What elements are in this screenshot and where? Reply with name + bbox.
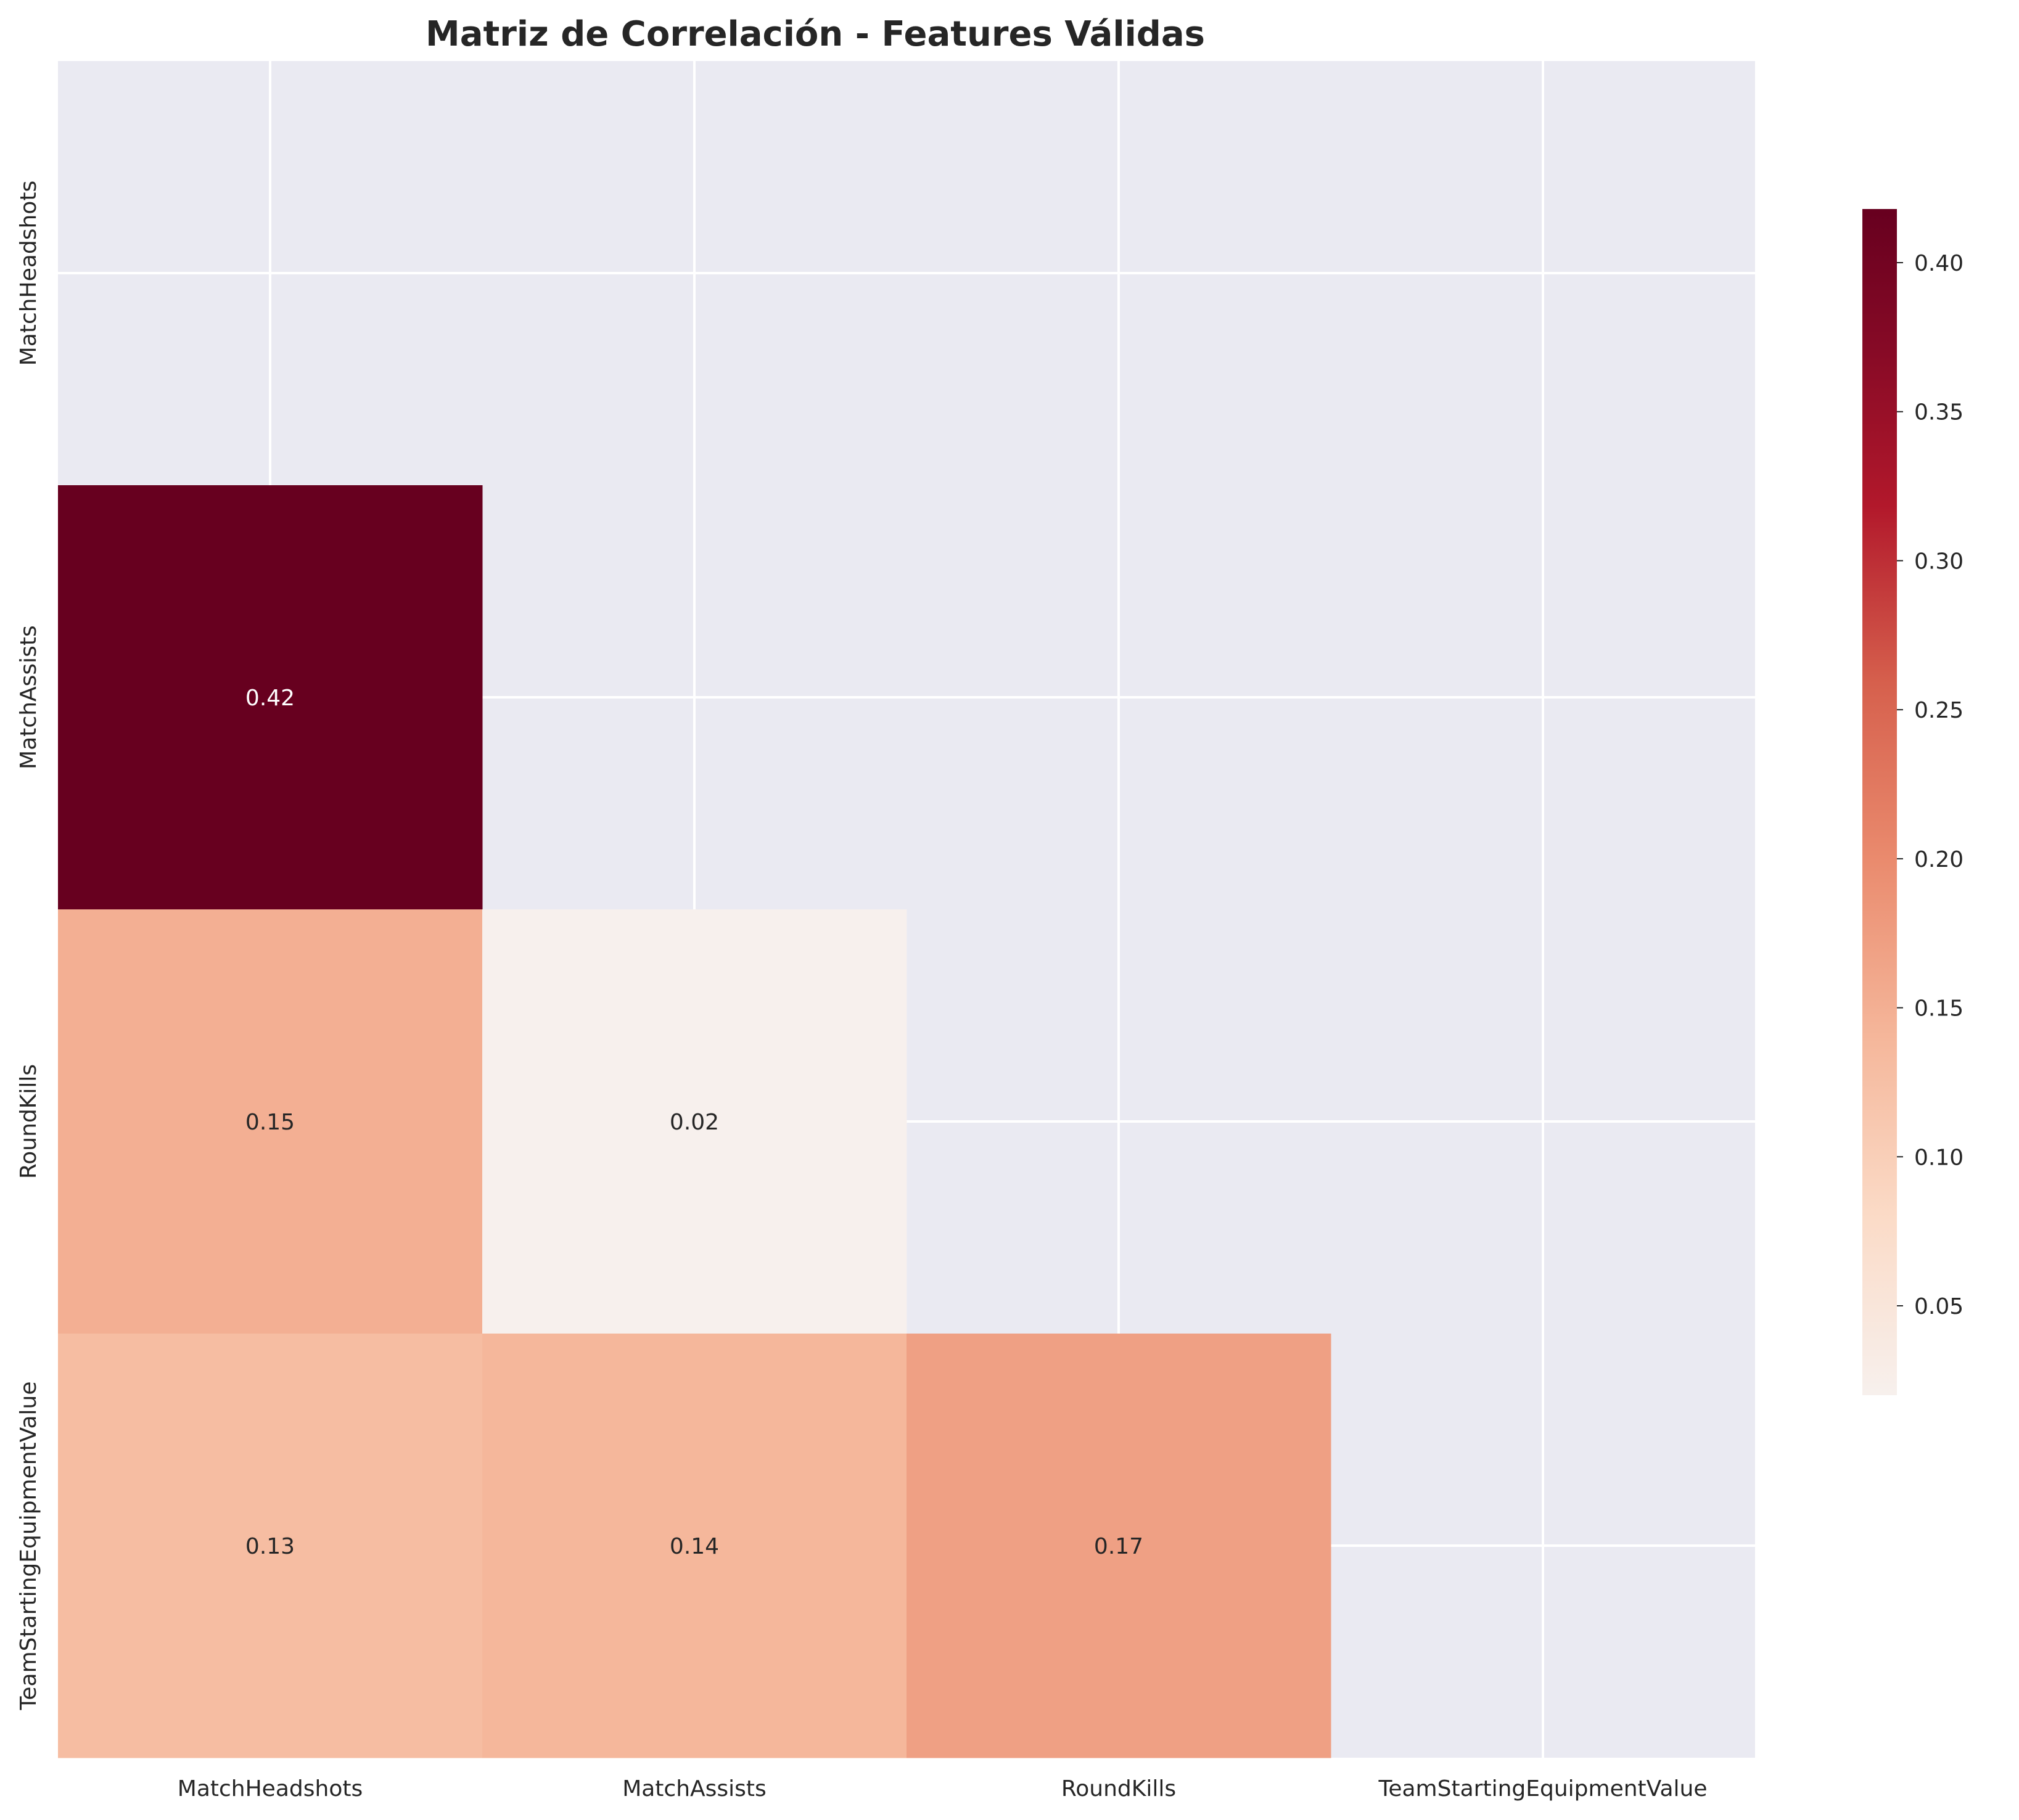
x-tick-label: MatchHeadshots bbox=[178, 1776, 363, 1802]
colorbar-tick-label: 0.15 bbox=[1914, 996, 1963, 1022]
heatmap-cell bbox=[482, 1334, 907, 1758]
colorbar-tick-label: 0.10 bbox=[1914, 1145, 1963, 1170]
colorbar-gradient bbox=[1862, 209, 1897, 1395]
y-tick-label: MatchAssists bbox=[16, 625, 41, 769]
y-tick-label: RoundKills bbox=[16, 1064, 41, 1179]
x-tick-label: MatchAssists bbox=[622, 1776, 767, 1802]
heatmap-cell bbox=[907, 1334, 1331, 1758]
x-tick-label: TeamStartingEquipmentValue bbox=[1378, 1776, 1707, 1802]
cell-value-label: 0.02 bbox=[670, 1110, 719, 1135]
colorbar-tick-label: 0.40 bbox=[1914, 251, 1963, 276]
plot-area: 0.42 0.15 0.02 0.13 0.14 0.17 bbox=[58, 61, 1755, 1758]
colorbar-tick-label: 0.30 bbox=[1914, 549, 1963, 574]
heatmap-cell bbox=[58, 1334, 483, 1758]
cell-value-label: 0.17 bbox=[1094, 1534, 1143, 1559]
y-tick-label: MatchHeadshots bbox=[16, 181, 41, 366]
x-tick-label: RoundKills bbox=[1061, 1776, 1176, 1802]
heatmap-cell bbox=[58, 485, 483, 910]
cell-value-label: 0.14 bbox=[670, 1534, 719, 1559]
x-axis-ticks: MatchHeadshots MatchAssists RoundKills Team… bbox=[178, 1776, 1708, 1802]
cell-value-label: 0.15 bbox=[245, 1110, 295, 1135]
colorbar-tick-label: 0.35 bbox=[1914, 400, 1963, 425]
colorbar-tick-label: 0.20 bbox=[1914, 847, 1963, 872]
cell-value-label: 0.13 bbox=[245, 1534, 295, 1559]
y-axis-ticks: MatchHeadshots MatchAssists RoundKills Team… bbox=[16, 181, 41, 1711]
colorbar: 0.05 0.10 0.15 0.20 0.25 0.30 0.35 0.40 bbox=[1862, 209, 1963, 1395]
y-tick-label: TeamStartingEquipmentValue bbox=[16, 1381, 41, 1710]
chart-title: Matriz de Correlación - Features Válidas bbox=[426, 14, 1205, 54]
colorbar-tick-label: 0.05 bbox=[1914, 1294, 1963, 1319]
colorbar-tick-label: 0.25 bbox=[1914, 698, 1963, 723]
heatmap-cell bbox=[58, 909, 483, 1334]
cell-value-label: 0.42 bbox=[245, 686, 295, 711]
heatmap-cell bbox=[482, 909, 907, 1334]
